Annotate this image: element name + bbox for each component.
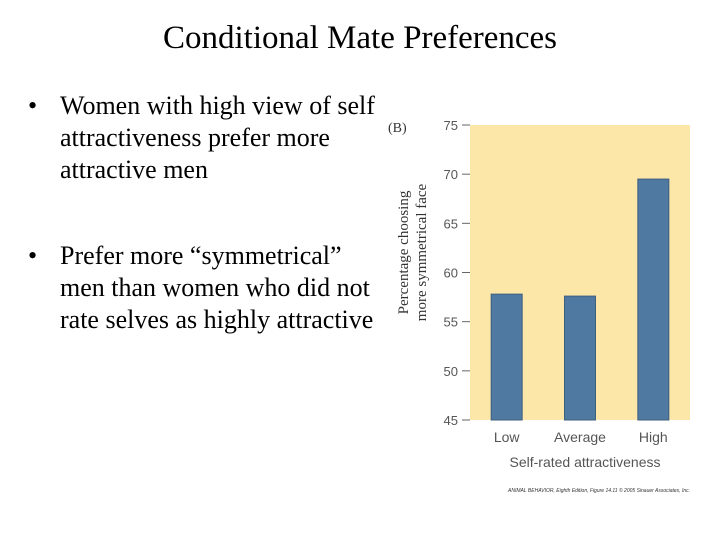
x-axis-label: Self-rated attractiveness [510,454,661,470]
y-tick-label: 45 [444,413,458,428]
x-tick-label: Low [494,429,521,445]
y-tick-label: 75 [444,118,458,133]
bullet-text: Women with high view of self attractiven… [60,91,375,184]
x-tick-label: Average [554,429,606,445]
bullet-text: Prefer more “symmetrical” men than women… [60,241,374,334]
panel-label: (B) [388,121,407,136]
bars [490,178,670,421]
bar-chart: (B) 45 50 55 60 65 70 75 Low Average High Percen… [388,118,690,494]
y-tick-label: 50 [444,364,458,379]
y-tick-label: 65 [444,216,458,231]
figure: (B) 45 50 55 60 65 70 75 Low Average High Percen… [380,110,720,510]
y-tick-label: 60 [444,266,458,281]
bullet-list: • Women with high view of self attractiv… [28,90,388,336]
bullet-item: • Prefer more “symmetrical” men than wom… [28,240,388,336]
bar [490,293,523,421]
y-axis-ticks: 45 50 55 60 65 70 75 [444,118,470,428]
y-axis-label-line2: more symmetrical face [414,183,430,321]
y-tick-label: 55 [444,315,458,330]
figure-credit: ANIMAL BEHAVIOR, Eighth Edition, Figure … [507,487,690,494]
bullet-dot-icon: • [28,241,38,270]
y-axis-label-line1: Percentage choosing [396,190,412,314]
y-tick-label: 70 [444,167,458,182]
slide-title: Conditional Mate Preferences [162,20,558,56]
x-tick-label: High [639,429,668,445]
bullet-item: • Women with high view of self attractiv… [28,90,388,186]
bar [564,295,596,421]
bar [637,178,670,421]
bullet-dot-icon: • [28,91,38,120]
x-axis-labels: Low Average High [494,429,668,445]
